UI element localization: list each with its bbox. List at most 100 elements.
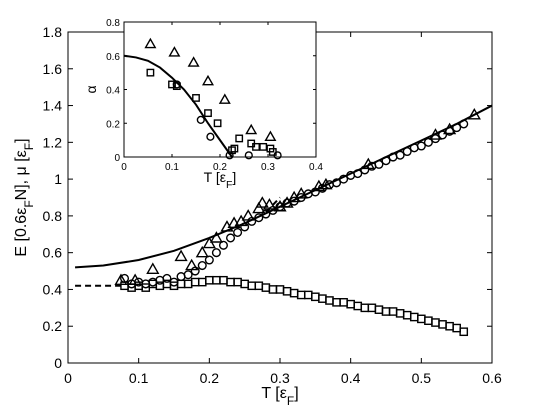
inset-triangle-point [264,130,277,142]
main-y-tick-label: 0.2 [43,318,63,334]
main-circle-point [310,187,320,197]
main-square-point [353,301,363,311]
inset-triangle-point [187,56,200,67]
main-circle-point [395,150,405,160]
main-triangle-point [467,107,481,120]
main-square-point [360,303,370,313]
main-x-tick-label: 0.1 [129,370,149,386]
main-x-tick-label: 0.6 [482,370,502,386]
main-square-point [205,275,214,285]
inset-markers [144,37,282,160]
main-circle-point [317,183,327,193]
main-square-point [311,292,320,302]
inset-triangle-point [218,93,231,104]
main-square-point [233,277,242,287]
main-circle-point [374,159,384,169]
main-triangle-point [252,201,266,214]
main-circle-point [240,222,250,232]
inset-circle-point [172,80,181,89]
inset-triangle-point [245,123,258,135]
main-circle-point [459,119,469,129]
main-circle-point [247,216,257,226]
inset-x-tick-label: 0.1 [165,162,179,173]
main-y-tick-label: 1 [54,171,62,187]
inset-triangle-point [144,37,157,49]
main-square-point [247,281,257,291]
main-triangle-point [241,209,255,221]
main-circle-point [339,174,349,184]
inset-square-point [230,144,239,153]
main-square-point [339,298,348,307]
main-triangle-point [174,249,188,262]
main-square-point [409,312,419,322]
main-x-tick-label: 0.3 [270,370,290,386]
main-y-tick-label: 1.8 [43,24,63,40]
main-circle-point [445,126,455,136]
main-circle-point [332,178,342,188]
inset-y-tick-label: 0.2 [106,119,120,130]
main-circle-point [183,270,193,280]
main-plot: 0 0.1 0.2 0.3 0.4 0.5 0.6 0 0.2 0.4 0.6 0.8 1 1.2 1.4 1… [13,24,502,408]
inset-square-point [146,68,155,77]
inset-circle-point [273,151,282,160]
main-square-point [388,307,398,316]
main-square-point [318,294,327,303]
main-square-point [445,321,454,331]
main-x-axis-label: T [εF] [261,385,298,408]
inset-square-point [192,94,200,102]
main-square-point [275,285,285,294]
main-square-point [254,281,264,291]
inset-circle-point [244,151,253,160]
main-square-point [183,279,193,289]
main-y-tick-label: 0.4 [43,281,63,297]
main-circle-point [261,209,271,219]
main-square-point [346,299,355,309]
main-square-point [240,279,249,289]
main-circle-point [197,261,207,271]
main-circle-point [289,196,299,206]
main-triangle-point [209,231,224,243]
main-y-axis-label: E [0.6εFN], μ [εF] [13,138,36,256]
inset-background [124,22,316,157]
main-square-point [431,318,440,327]
main-square-point [332,298,341,307]
main-square-point [424,316,433,326]
main-circle-point [381,156,391,166]
main-square-point [212,275,221,285]
main-circle-point [423,137,433,147]
main-circle-point [218,240,228,250]
main-triangle-point [185,258,199,271]
main-y-tick-label: 1.6 [43,61,63,77]
main-square-point [325,296,334,305]
inset-x-tick-label: 0.2 [213,162,227,173]
main-square-point [402,310,412,320]
main-square-point [120,281,129,291]
main-square-point [296,290,306,300]
main-square-point [452,323,461,333]
main-circle-point [162,273,172,283]
main-markers [114,107,481,337]
main-square-point [367,303,377,313]
inset-square-point [168,80,176,89]
main-circle-point [360,165,370,175]
main-circle-point [275,202,285,212]
main-triangle-point [255,196,269,208]
main-square-point [197,277,207,287]
inset-x-tick-label: 0.4 [309,162,323,173]
main-y-tick-label: 1.2 [43,134,63,150]
main-circle-point [430,134,440,144]
main-circle-point [296,192,306,203]
main-circle-point [353,169,363,179]
main-square-point [459,327,469,337]
main-x-tick-label: 0 [64,370,72,386]
main-square-point [261,283,271,292]
main-triangle-point [146,262,160,274]
main-square-point [438,320,447,329]
inset-x-tick-label: 0 [121,162,127,173]
main-circle-point [438,130,448,140]
inset-solid-curve [123,54,233,158]
main-circle-point [233,227,243,237]
main-square-point [226,277,235,287]
main-square-point [190,277,200,287]
